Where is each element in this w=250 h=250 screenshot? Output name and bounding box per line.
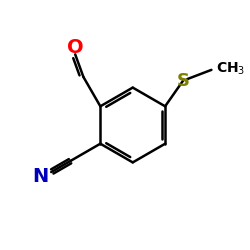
Text: O: O <box>67 38 84 57</box>
Text: CH$_3$: CH$_3$ <box>216 60 246 77</box>
Text: N: N <box>32 166 49 186</box>
Text: S: S <box>177 72 190 90</box>
